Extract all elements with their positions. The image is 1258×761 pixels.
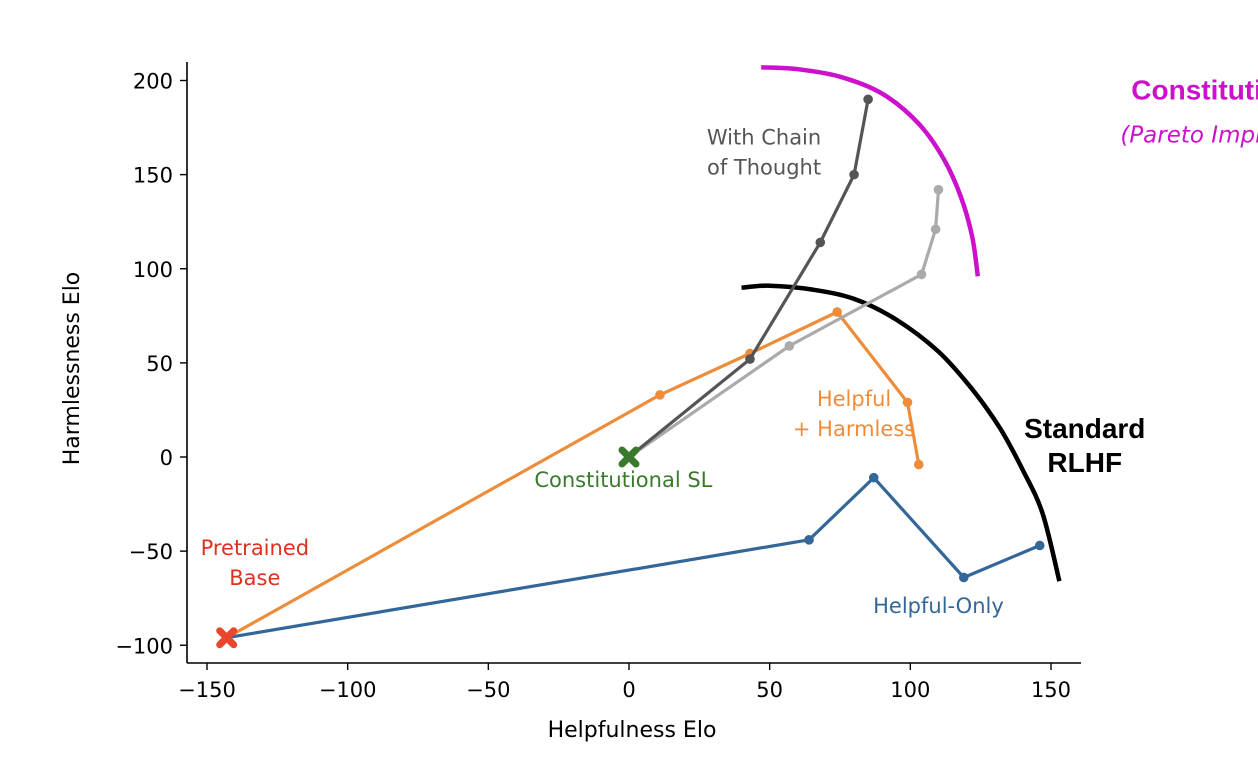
series-point-chain_of_thought xyxy=(815,237,826,248)
x-tick-label: −50 xyxy=(466,678,510,702)
annotation-line: RLHF xyxy=(1047,447,1122,478)
series-point-helpful_only xyxy=(868,472,879,483)
y-tick-label: −50 xyxy=(129,540,173,564)
annotation-standard_rlhf: Standard RLHF xyxy=(1024,413,1145,478)
annotation-line: (Pareto Improvement) xyxy=(1120,123,1258,149)
marker-stroke xyxy=(618,446,640,468)
annotation-line: With Chain xyxy=(707,126,821,150)
series-lines xyxy=(225,94,1045,640)
annotations: Pretrained Base Constitutional SL Helpful-O… xyxy=(201,74,1258,618)
annotation-line: Standard xyxy=(1024,413,1145,444)
annotation-line: Helpful xyxy=(817,387,891,411)
frontier-constitutional_rl_frontier xyxy=(761,65,981,277)
annotation-line: of Thought xyxy=(707,156,821,180)
annotation-with_chain_of_thought: With Chain of Thought xyxy=(707,126,821,180)
annotation-helpful_only: Helpful-Only xyxy=(873,594,1004,618)
annotation-line: Base xyxy=(229,566,280,590)
annotation-line: Helpful-Only xyxy=(873,594,1004,618)
frontier-curves xyxy=(741,65,1062,582)
series-point-chain_of_thought xyxy=(863,94,873,105)
series-point-constitutional_rl xyxy=(933,184,944,195)
series-chain_of_thought xyxy=(627,94,873,459)
y-tick-label: 0 xyxy=(160,446,173,470)
series-point-helpful_only xyxy=(804,535,814,545)
series-point-helpful_harmless xyxy=(832,307,842,317)
x-tick-label: 0 xyxy=(622,678,635,702)
series-helpful_only xyxy=(226,472,1045,640)
annotation-helpful_harmless: Helpful + Harmless xyxy=(793,387,915,441)
x-tick-label: 50 xyxy=(756,678,783,702)
x-axis-label: Helpfulness Elo xyxy=(548,718,717,743)
x-tick-label: 100 xyxy=(890,678,930,702)
series-point-helpful_harmless xyxy=(902,397,913,408)
annotation-line: Constitutional RL xyxy=(1131,74,1258,105)
x-tick-label: −150 xyxy=(178,678,236,702)
series-point-chain_of_thought xyxy=(745,354,755,364)
x-tick-label: 150 xyxy=(1031,678,1071,702)
series-point-constitutional_rl xyxy=(916,269,927,280)
series-point-constitutional_rl xyxy=(784,341,795,351)
annotation-line: + Harmless xyxy=(793,417,915,441)
annotation-constitutional_rl_title: Constitutional RL xyxy=(1131,74,1258,105)
annotation-constitutional_sl: Constitutional SL xyxy=(534,468,712,492)
y-tick-label: 100 xyxy=(133,258,173,282)
series-point-constitutional_rl xyxy=(930,224,941,235)
marker-stroke xyxy=(216,627,238,649)
base-markers xyxy=(216,446,640,649)
y-tick-label: 50 xyxy=(146,352,173,376)
annotation-line: Constitutional SL xyxy=(534,468,712,492)
annotation-pretrained_base: Pretrained Base xyxy=(201,536,310,590)
y-axis-label: Harmlessness Elo xyxy=(60,272,85,466)
y-tick-label: 200 xyxy=(133,70,173,94)
series-point-helpful_harmless xyxy=(913,459,924,470)
frontier-standard_rlhf xyxy=(741,283,1062,582)
series-constitutional_rl xyxy=(628,184,944,459)
marker-constitutional_sl xyxy=(618,446,640,468)
y-tick-label: −100 xyxy=(115,634,173,658)
marker-pretrained_base xyxy=(216,627,238,649)
series-point-chain_of_thought xyxy=(849,169,859,180)
series-point-helpful_harmless xyxy=(655,390,665,400)
series-point-helpful_only xyxy=(958,572,969,583)
x-tick-label: −100 xyxy=(319,678,377,702)
annotation-pareto_improvement: (Pareto Improvement) xyxy=(1120,123,1258,149)
series-line-helpful_harmless xyxy=(225,310,921,640)
y-tick-label: 150 xyxy=(133,164,173,188)
series-point-helpful_only xyxy=(1034,540,1045,551)
annotation-line: Pretrained xyxy=(201,536,310,560)
